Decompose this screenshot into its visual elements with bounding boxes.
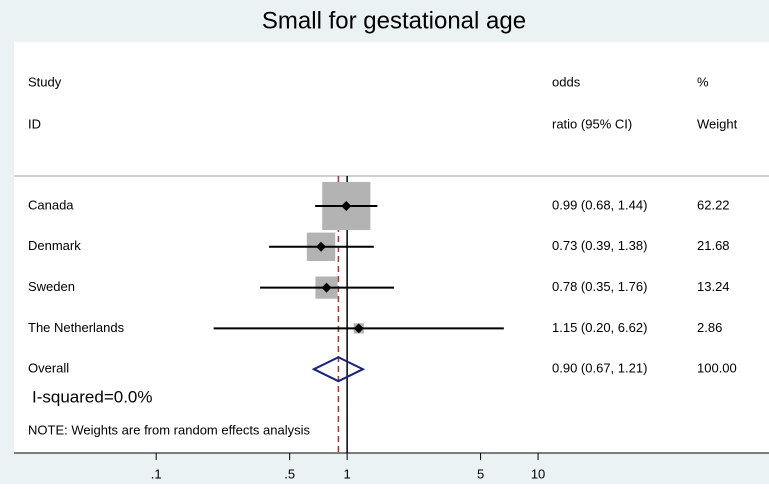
study-name: Sweden — [28, 279, 75, 294]
study-name: Canada — [28, 197, 74, 212]
column-header: ID — [28, 116, 41, 131]
point-estimate — [341, 201, 352, 211]
note: NOTE: Weights are from random effects an… — [28, 422, 311, 437]
plot-area — [14, 42, 769, 453]
x-tick-label: 10 — [531, 466, 545, 481]
estimate-label: 0.99 (0.68, 1.44) — [552, 197, 647, 212]
weight-label: 2.86 — [697, 320, 722, 335]
column-header: odds — [552, 74, 581, 89]
weight-label: 21.68 — [697, 238, 730, 253]
column-header: % — [697, 74, 709, 89]
x-tick-label: 5 — [477, 466, 484, 481]
point-estimate — [321, 282, 332, 293]
column-header: Study — [28, 74, 62, 89]
x-tick-label: 1 — [344, 466, 351, 481]
x-tick-label: .1 — [151, 466, 162, 481]
estimate-label: 0.73 (0.39, 1.38) — [552, 238, 647, 253]
column-header: Weight — [697, 116, 738, 131]
estimate-label: 0.90 (0.67, 1.21) — [552, 361, 647, 376]
weight-label: 100.00 — [697, 361, 737, 376]
heterogeneity: I-squared=0.0% — [32, 387, 153, 406]
weight-label: 62.22 — [697, 197, 730, 212]
overall-diamond — [311, 356, 366, 383]
estimate-label: 0.78 (0.35, 1.76) — [552, 279, 647, 294]
point-estimate — [316, 241, 327, 252]
study-name: The Netherlands — [28, 320, 125, 335]
x-tick-label: .5 — [284, 466, 295, 481]
estimate-label: 1.15 (0.20, 6.62) — [552, 320, 647, 335]
point-estimate — [353, 323, 364, 334]
chart-title: Small for gestational age — [262, 7, 526, 34]
column-header: ratio (95% CI) — [552, 116, 632, 131]
study-name: Denmark — [28, 238, 81, 253]
study-name: Overall — [28, 361, 69, 376]
weight-label: 13.24 — [697, 279, 730, 294]
